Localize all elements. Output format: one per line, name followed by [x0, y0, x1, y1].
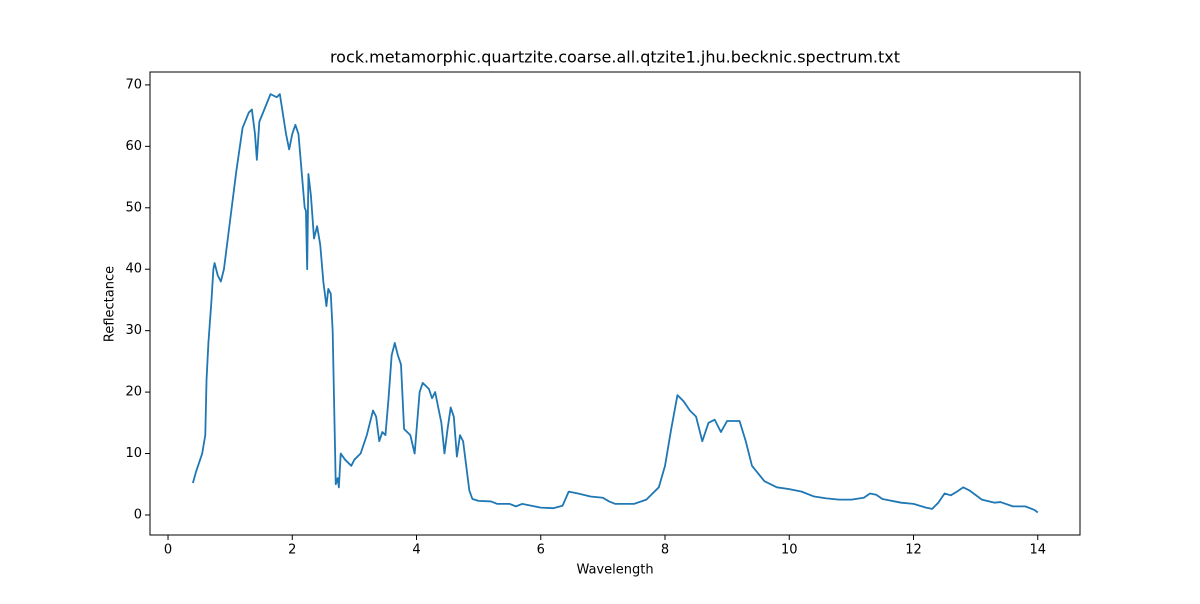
y-tick-label: 50 — [125, 200, 142, 215]
x-axis-label: Wavelength — [576, 563, 653, 578]
x-tick-label: 4 — [412, 543, 420, 558]
x-tick-label: 6 — [537, 543, 545, 558]
y-tick-label: 40 — [125, 262, 142, 277]
plot-frame — [149, 71, 1081, 536]
y-tick-label: 30 — [125, 323, 142, 338]
series-line — [192, 93, 1039, 514]
x-tick-label: 2 — [288, 543, 296, 558]
y-tick-label: 10 — [125, 446, 142, 461]
y-tick-label: 60 — [125, 139, 142, 154]
x-tick-label: 8 — [661, 543, 669, 558]
y-tick-label: 0 — [134, 507, 142, 522]
y-tick-label: 70 — [125, 77, 142, 92]
x-tick-label: 14 — [1029, 543, 1046, 558]
chart-title: rock.metamorphic.quartzite.coarse.all.qt… — [330, 48, 900, 67]
x-tick-label: 10 — [781, 543, 798, 558]
y-tick-label: 20 — [125, 385, 142, 400]
x-tick-label: 0 — [164, 543, 172, 558]
y-axis-label: Reflectance — [103, 266, 118, 342]
x-tick-label: 12 — [905, 543, 922, 558]
